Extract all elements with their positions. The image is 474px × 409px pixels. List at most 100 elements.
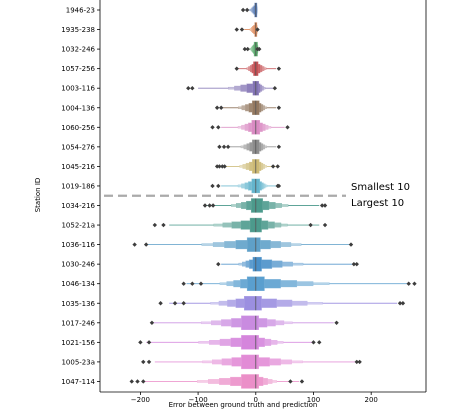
boxen-core (246, 237, 261, 252)
station-box (210, 120, 290, 135)
outlier-point (406, 281, 411, 286)
station-box (214, 159, 280, 174)
y-tick-label: 1032-246 (61, 46, 95, 54)
outlier-point (141, 359, 146, 365)
outlier-point (348, 242, 354, 247)
outlier-point (322, 222, 328, 228)
outlier-point (242, 46, 248, 52)
outlier-point (138, 340, 143, 345)
outlier-point (149, 320, 155, 325)
outlier-point (270, 164, 276, 169)
station-box (217, 139, 282, 155)
boxen-core (241, 374, 259, 389)
outlier-point (217, 144, 222, 150)
outlier-point (275, 164, 280, 169)
y-axis: 1946-23 1935-238 1032-246 1057-256 1003-116 1… (61, 7, 100, 386)
outlier-point (234, 66, 239, 71)
outlier-point (222, 164, 227, 169)
outlier-point (221, 144, 227, 150)
station-box (152, 217, 328, 233)
station-box (240, 2, 258, 18)
station-box (234, 61, 282, 76)
outlier-point (218, 105, 224, 110)
x-axis: −200 −100 0 100 200 (131, 392, 378, 404)
outlier-point (181, 301, 186, 306)
outlier-point (207, 203, 212, 208)
y-tick-label: 1047-114 (61, 378, 95, 386)
outlier-point (276, 105, 282, 110)
outlier-point (181, 281, 186, 286)
x-tick-label: 200 (364, 396, 377, 404)
y-tick-label: 1005-23a (61, 358, 95, 366)
station-box (132, 237, 354, 252)
outlier-point (272, 86, 278, 91)
annotation-smallest: Smallest 10 (351, 182, 410, 193)
outlier-point (354, 261, 359, 267)
station-box (186, 80, 278, 96)
outlier-point (152, 222, 158, 228)
y-tick-label: 1034-216 (61, 202, 95, 210)
outlier-point (400, 301, 406, 306)
y-tick-label: 1036-116 (61, 241, 95, 249)
outlier-point (161, 222, 166, 228)
outlier-point (357, 359, 362, 365)
outlier-point (225, 144, 231, 150)
boxen-core (241, 354, 259, 370)
station-box (138, 335, 322, 350)
station-box (214, 100, 282, 115)
outlier-point (245, 46, 250, 52)
outlier-point (216, 261, 221, 267)
x-tick-label: 0 (254, 396, 258, 404)
outlier-point (214, 164, 220, 169)
outlier-point (285, 125, 290, 130)
station-box (129, 374, 305, 389)
outlier-point (412, 281, 417, 286)
outlier-point (334, 320, 339, 325)
outlier-point (217, 164, 222, 169)
x-tick-label: 100 (307, 396, 320, 404)
station-box (210, 178, 282, 194)
station-box (234, 22, 260, 37)
outlier-point (351, 261, 357, 267)
outlier-point (276, 144, 282, 150)
outlier-point (275, 183, 280, 189)
y-axis-label: Station ID (34, 178, 42, 213)
boxen-core (250, 198, 263, 213)
outlier-point (288, 379, 293, 384)
y-tick-label: 1045-216 (61, 163, 95, 171)
boxen-core (241, 335, 259, 350)
y-tick-label: 1035-136 (61, 300, 95, 308)
outlier-point (299, 379, 305, 384)
x-tick-label: −200 (131, 396, 150, 404)
outlier-point (257, 46, 262, 52)
x-axis-label: Error between ground truth and predictio… (169, 401, 318, 409)
outlier-point (322, 203, 328, 208)
outlier-point (216, 183, 221, 189)
outlier-point (216, 125, 221, 130)
outlier-point (129, 379, 134, 384)
outlier-point (135, 379, 140, 384)
x-tick-label: −100 (188, 396, 207, 404)
outlier-point (244, 7, 250, 13)
y-tick-label: 1021-156 (61, 339, 95, 347)
y-tick-label: 1046-134 (61, 280, 95, 288)
y-tick-label: 1019-186 (61, 182, 95, 190)
boxen-core (244, 296, 262, 311)
outlier-point (186, 86, 191, 91)
outlier-point (158, 301, 163, 306)
outlier-point (239, 27, 245, 32)
outlier-point (210, 203, 216, 208)
annotation-largest: Largest 10 (351, 198, 404, 209)
outlier-point (308, 222, 313, 228)
station-box (158, 296, 406, 311)
outlier-point (240, 7, 246, 13)
y-tick-label: 1935-238 (61, 26, 95, 34)
station-box (216, 256, 359, 272)
station-box (141, 354, 362, 370)
outlier-point (202, 203, 208, 208)
y-tick-label: 1054-276 (61, 143, 95, 151)
outlier-point (255, 27, 260, 32)
outlier-point (172, 301, 178, 306)
outlier-point (354, 359, 359, 365)
